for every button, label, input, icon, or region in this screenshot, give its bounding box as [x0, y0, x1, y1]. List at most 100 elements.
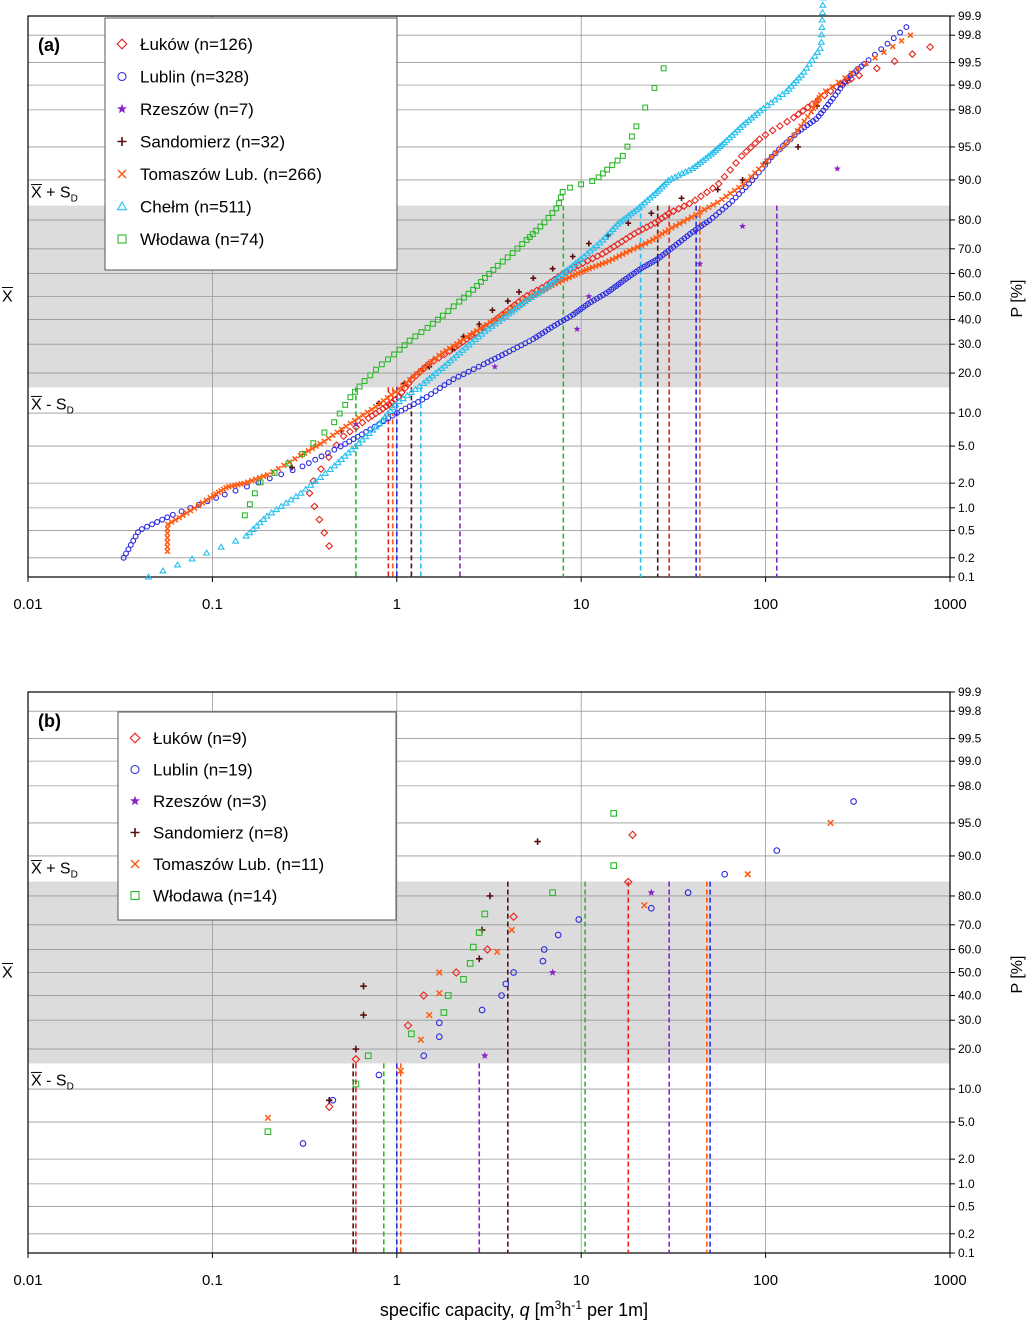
data-point [207, 494, 214, 501]
data-point [780, 143, 786, 149]
data-point [299, 450, 306, 457]
data-point [609, 162, 616, 169]
y-tick-label: 70.0 [958, 918, 982, 932]
data-point [775, 122, 784, 131]
data-point [539, 957, 547, 965]
data-point [647, 888, 656, 896]
data-point [434, 316, 441, 323]
legend-entry: Tomaszów Lub. (n=11) [153, 855, 324, 874]
data-point [676, 220, 683, 227]
data-point [292, 492, 300, 500]
data-point [338, 426, 345, 433]
legend-entry: Sandomierz (n=8) [153, 824, 289, 843]
y-tick-label: 10.0 [958, 1082, 982, 1096]
data-point [480, 1051, 489, 1059]
data-point [701, 206, 708, 213]
y-tick-label: 99.9 [958, 685, 982, 699]
data-point [660, 65, 667, 72]
data-point [606, 258, 612, 264]
data-point [763, 158, 770, 165]
data-point [264, 1114, 272, 1122]
data-point [266, 475, 273, 482]
data-point [648, 210, 655, 217]
data-point [306, 481, 315, 488]
data-point [309, 445, 316, 452]
data-point [347, 394, 354, 401]
data-point [130, 537, 137, 544]
data-point [475, 929, 483, 936]
data-point [731, 187, 738, 194]
data-point [591, 297, 597, 304]
data-point [397, 388, 406, 397]
data-point [450, 303, 457, 310]
data-point [744, 870, 752, 878]
data-point [589, 178, 596, 184]
xlabel-sup2: -1 [571, 1298, 582, 1312]
data-point [415, 382, 424, 389]
data-point [243, 483, 250, 490]
data-point [813, 48, 822, 55]
data-point [478, 278, 484, 285]
data-point [897, 29, 904, 36]
data-point [829, 83, 836, 90]
data-point [278, 471, 285, 478]
legend-marker [116, 200, 128, 211]
data-point [688, 214, 695, 220]
data-point [469, 943, 477, 951]
legend-entry: Włodawa (n=74) [140, 230, 264, 249]
data-point [642, 104, 649, 111]
data-point [350, 436, 357, 443]
series-lukow [324, 830, 637, 1112]
data-point [595, 174, 602, 181]
data-point [742, 184, 749, 191]
data-point [486, 270, 493, 277]
legend-entry: Lublin (n=328) [140, 68, 249, 87]
data-point [437, 385, 443, 391]
data-point [180, 512, 186, 519]
data-point [559, 188, 566, 195]
data-point [375, 419, 384, 427]
data-point [549, 265, 556, 272]
legend-marker [130, 859, 140, 869]
data-point [592, 263, 599, 270]
data-point [385, 400, 394, 409]
data-point [463, 334, 470, 341]
data-point [537, 223, 544, 230]
x-tick-label: 10 [573, 596, 590, 613]
data-point [259, 515, 268, 522]
data-point [378, 404, 387, 413]
data-point [420, 1052, 428, 1060]
data-point [252, 476, 259, 483]
data-point [406, 337, 413, 344]
x-tick-label: 0.01 [13, 596, 42, 613]
data-point [481, 910, 489, 918]
data-point [391, 400, 400, 408]
data-point [802, 64, 811, 71]
data-point [818, 1, 827, 8]
data-point [418, 329, 425, 336]
data-point [339, 432, 348, 441]
data-point [321, 438, 328, 445]
data-point [509, 250, 516, 257]
xlabel-unit-b: h [561, 1300, 571, 1320]
data-point [168, 519, 175, 525]
data-point [372, 422, 381, 430]
data-point [653, 234, 659, 241]
data-point [626, 247, 633, 254]
data-point [364, 1052, 372, 1060]
data-point [735, 184, 742, 191]
legend-entry: Tomaszów Lub. (n=266) [140, 165, 322, 184]
data-point [164, 539, 171, 546]
data-point [389, 403, 397, 411]
data-point [245, 528, 254, 536]
data-point [244, 479, 251, 486]
data-point [382, 402, 391, 411]
data-point [336, 410, 343, 417]
data-point [599, 260, 606, 267]
y-tick-label: 60.0 [958, 942, 982, 956]
data-point [817, 38, 826, 45]
data-point [835, 79, 842, 86]
data-point [315, 515, 324, 524]
data-point [641, 901, 648, 909]
data-point [696, 260, 704, 267]
